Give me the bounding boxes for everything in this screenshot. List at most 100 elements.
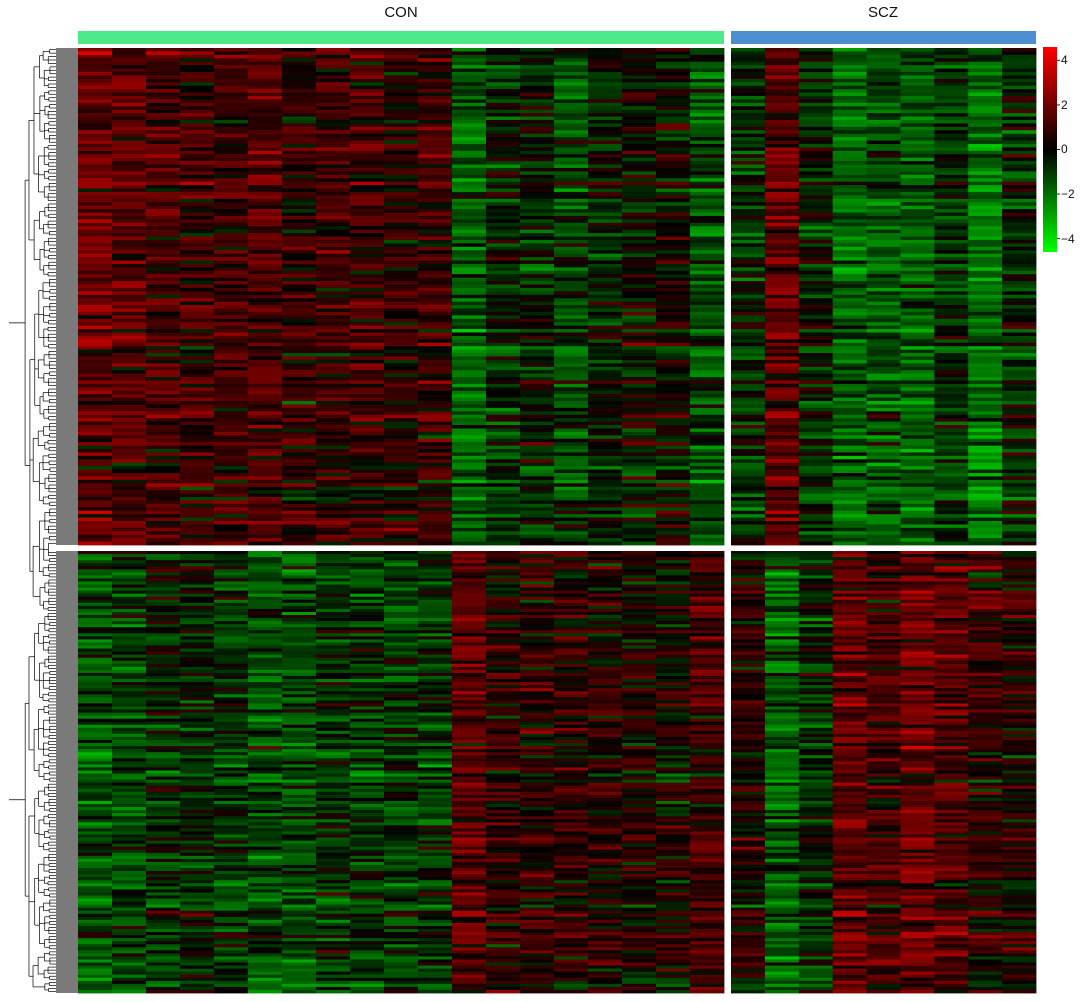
heatmap-cell [520,425,555,429]
heatmap-cell [180,746,215,750]
heatmap-cell [520,534,555,539]
heatmap-cell [418,68,453,73]
heatmap-cell [78,880,113,884]
heatmap-cell [588,346,623,351]
heatmap-cell [350,198,385,203]
heatmap-cell [798,130,834,135]
heatmap-cell [764,325,800,330]
heatmap-cell [452,301,487,306]
heatmap-cell [554,137,589,141]
heatmap-cell [486,119,521,124]
heatmap-cell [900,404,935,409]
heatmap-cell [554,298,589,303]
heatmap-cell [418,154,453,159]
heatmap-cell [731,305,766,309]
heatmap-cell [554,65,589,69]
heatmap-cell [690,339,725,344]
heatmap-cell [146,663,181,668]
heatmap-cell [112,608,147,613]
heatmap-cell [832,329,867,333]
heatmap-cell [180,569,215,573]
heatmap-cell [248,874,283,878]
heatmap-cell [764,479,800,484]
heatmap-cell [731,287,766,292]
heatmap-cell [282,318,317,323]
heatmap-cell [384,71,419,76]
heatmap-cell [316,305,351,309]
heatmap-cell [282,538,317,542]
heatmap-cell [180,584,215,588]
heatmap-cell [78,666,113,671]
heatmap-cell [180,758,215,762]
heatmap-cell [656,473,691,477]
heatmap-cell [112,828,147,832]
heatmap-cell [282,560,317,564]
heatmap-cell [180,782,215,787]
heatmap-cell [588,435,623,440]
heatmap-cell [418,425,453,429]
heatmap-cell [486,363,521,368]
heatmap-cell [588,380,623,385]
heatmap-cell [350,541,385,546]
heatmap-cell [214,776,249,781]
heatmap-cell [350,126,385,131]
heatmap-cell [588,219,623,224]
heatmap-cell [316,431,351,436]
heatmap-cell [588,325,623,330]
heatmap-cell [900,113,935,117]
heatmap-cell [968,383,1003,388]
heatmap-cell [248,788,283,793]
heatmap-cell [146,630,181,634]
heatmap-cell [968,198,1003,203]
heatmap-cell [350,257,385,261]
heatmap-cell [832,346,867,351]
heatmap-cell [690,130,725,135]
heatmap-cell [452,514,487,518]
heatmap-cell [350,191,385,196]
heatmap-cell [384,305,419,309]
heatmap-cell [656,161,691,165]
heatmap-cell [112,593,147,598]
heatmap-cell [180,986,215,991]
heatmap-cell [180,411,215,416]
heatmap-cell [316,178,351,183]
heatmap-cell [731,257,766,261]
heatmap-cell [968,246,1003,251]
heatmap-cell [1002,373,1037,378]
heatmap-cell [418,359,453,364]
heatmap-cell [248,739,283,744]
heatmap-cell [214,654,249,659]
heatmap-cell [832,469,867,474]
heatmap-cell [180,407,215,412]
heatmap-cell [1002,425,1037,429]
heatmap-cell [968,407,1003,412]
heatmap-cell [78,298,113,303]
heatmap-cell [588,109,623,114]
heatmap-cell [798,109,834,114]
heatmap-cell [554,479,589,484]
heatmap-cell [934,346,969,351]
heatmap-cell [384,263,419,268]
heatmap-cell [316,353,351,357]
heatmap-cell [764,284,800,289]
heatmap-cell [731,366,766,371]
heatmap-cell [146,657,181,662]
heatmap-cell [554,363,589,368]
heatmap-cell [214,968,249,973]
heatmap-cell [112,462,147,467]
heatmap-cell [622,301,657,306]
heatmap-cell [968,89,1003,93]
heatmap-cell [832,243,867,248]
heatmap-cell [520,92,555,97]
heatmap-cell [588,534,623,539]
heatmap-cell [866,445,901,450]
heatmap-cell [112,346,147,351]
heatmap-cell [214,270,249,275]
heatmap-cell [282,503,317,508]
heatmap-cell [316,466,351,470]
heatmap-cell [180,123,215,128]
heatmap-cell [798,538,834,542]
heatmap-cell [968,106,1003,111]
heatmap-cell [731,157,766,162]
heatmap-cell [316,65,351,69]
